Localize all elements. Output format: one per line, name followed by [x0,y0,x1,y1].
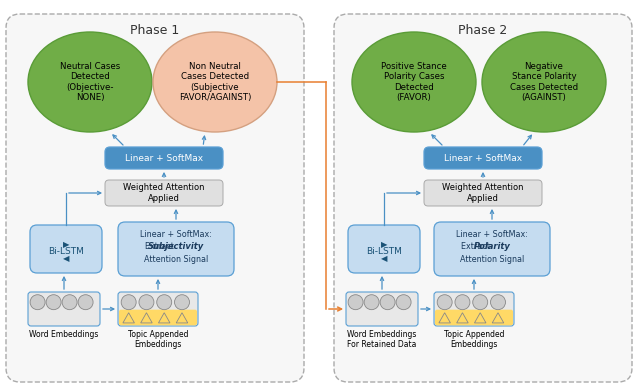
Circle shape [139,295,154,310]
Text: Polarity: Polarity [474,241,511,250]
Text: Topic Appended
Embeddings: Topic Appended Embeddings [128,330,188,349]
Text: Attention Signal: Attention Signal [144,254,208,263]
FancyBboxPatch shape [434,222,550,276]
Circle shape [30,295,45,310]
Text: Weighted Attention
Applied: Weighted Attention Applied [124,183,205,203]
Text: ▶: ▶ [381,241,387,249]
FancyBboxPatch shape [30,225,102,273]
Ellipse shape [28,32,152,132]
FancyBboxPatch shape [434,292,514,326]
Ellipse shape [153,32,277,132]
Text: Positive Stance
Polarity Cases
Detected
(FAVOR): Positive Stance Polarity Cases Detected … [381,62,447,102]
FancyBboxPatch shape [28,292,100,326]
Text: Non Neutral
Cases Detected
(Subjective
FAVOR/AGAINST): Non Neutral Cases Detected (Subjective F… [179,62,251,102]
Text: Phase 1: Phase 1 [131,24,180,37]
Text: Negative
Stance Polarity
Cases Detected
(AGAINST): Negative Stance Polarity Cases Detected … [510,62,578,102]
Circle shape [364,295,379,310]
FancyBboxPatch shape [6,14,304,382]
Circle shape [157,295,172,310]
FancyBboxPatch shape [424,147,542,169]
Text: Linear + SoftMax: Linear + SoftMax [125,154,203,163]
Circle shape [62,295,77,310]
Text: ◀: ◀ [63,254,69,263]
FancyBboxPatch shape [334,14,632,382]
Circle shape [348,295,363,310]
Ellipse shape [482,32,606,132]
Text: Linear + SoftMax:: Linear + SoftMax: [140,229,212,238]
FancyBboxPatch shape [118,292,198,326]
Text: Extract: Extract [145,241,176,250]
Text: Extract: Extract [461,241,492,250]
Text: ◀: ◀ [381,254,387,263]
Circle shape [490,295,506,310]
Text: Bi-LSTM: Bi-LSTM [48,247,84,256]
Circle shape [396,295,411,310]
Text: Linear + SoftMax: Linear + SoftMax [444,154,522,163]
Text: Neutral Cases
Detected
(Objective-
NONE): Neutral Cases Detected (Objective- NONE) [60,62,120,102]
FancyBboxPatch shape [346,292,418,326]
Text: Word Embeddings
For Retained Data: Word Embeddings For Retained Data [348,330,417,349]
Circle shape [473,295,488,310]
Circle shape [46,295,61,310]
Text: ▶: ▶ [63,241,69,249]
Circle shape [175,295,189,310]
Circle shape [121,295,136,310]
Text: Linear + SoftMax:: Linear + SoftMax: [456,229,528,238]
Circle shape [380,295,395,310]
Circle shape [455,295,470,310]
Ellipse shape [352,32,476,132]
FancyBboxPatch shape [424,180,542,206]
FancyBboxPatch shape [105,147,223,169]
FancyBboxPatch shape [435,310,513,325]
Text: Word Embeddings: Word Embeddings [29,330,99,339]
Text: Attention Signal: Attention Signal [460,254,524,263]
Circle shape [78,295,93,310]
FancyBboxPatch shape [119,310,197,325]
Circle shape [437,295,452,310]
Text: Topic Appended
Embeddings: Topic Appended Embeddings [444,330,504,349]
FancyBboxPatch shape [348,225,420,273]
FancyBboxPatch shape [118,222,234,276]
Text: Bi-LSTM: Bi-LSTM [366,247,402,256]
Text: Subjectivity: Subjectivity [148,241,204,250]
FancyBboxPatch shape [105,180,223,206]
Text: Weighted Attention
Applied: Weighted Attention Applied [442,183,524,203]
Text: Phase 2: Phase 2 [458,24,508,37]
